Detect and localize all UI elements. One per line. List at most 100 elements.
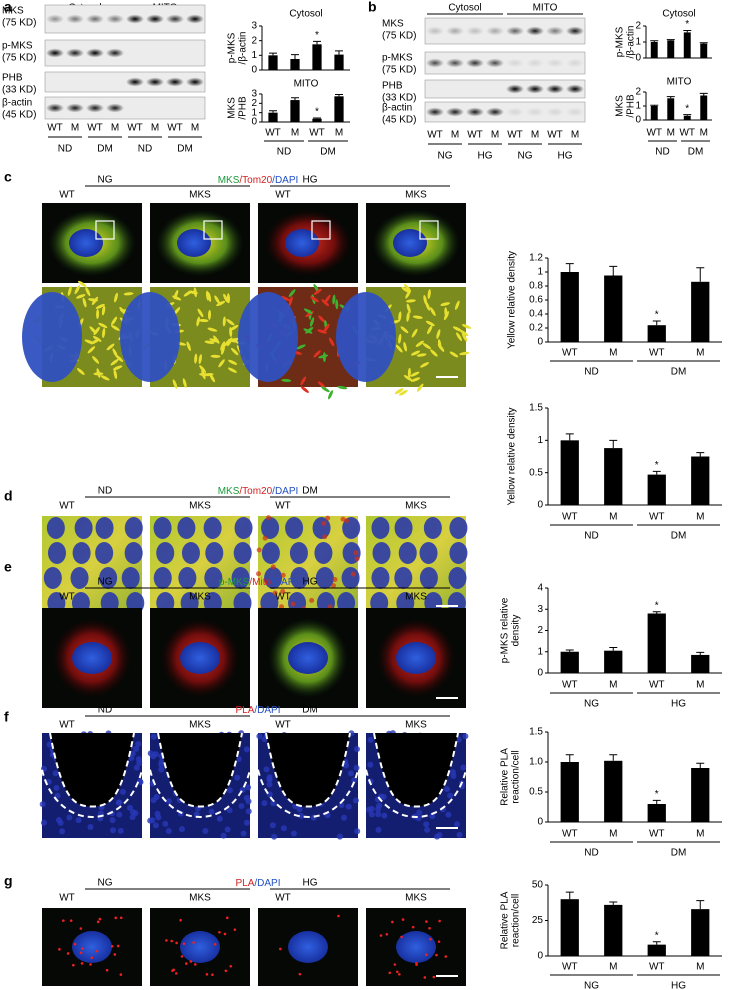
mito bbox=[194, 353, 198, 364]
y-axis-label: MKS bbox=[615, 95, 626, 117]
pla-dot bbox=[438, 919, 441, 923]
bar bbox=[647, 944, 666, 956]
dapi-nucleus bbox=[368, 811, 375, 818]
lane-label: WT bbox=[467, 130, 483, 141]
nucleus bbox=[153, 517, 172, 539]
dapi-nucleus bbox=[216, 815, 223, 822]
bar bbox=[604, 904, 623, 956]
mito bbox=[207, 327, 218, 332]
dapi-nucleus bbox=[240, 830, 247, 837]
nucleus bbox=[234, 517, 253, 539]
group-label: DM bbox=[671, 531, 687, 542]
nucleus bbox=[204, 567, 223, 589]
pla-dot bbox=[193, 963, 197, 966]
blot-band bbox=[66, 48, 84, 58]
mito bbox=[398, 389, 408, 396]
row-label: PHB bbox=[382, 81, 403, 92]
y-tick-label: 25 bbox=[532, 915, 544, 926]
y-tick-label: 0 bbox=[537, 337, 543, 348]
mito bbox=[406, 303, 411, 314]
x-tick-label: M bbox=[609, 680, 617, 691]
mito bbox=[223, 338, 231, 347]
mito bbox=[406, 311, 410, 322]
group-label: HG bbox=[671, 981, 686, 990]
roi-box bbox=[311, 220, 331, 240]
group-label: HG bbox=[478, 151, 493, 162]
dapi-nucleus bbox=[87, 823, 94, 830]
error-bar bbox=[565, 891, 574, 900]
dapi-nucleus bbox=[135, 756, 142, 763]
pla-dot bbox=[189, 960, 193, 963]
blot-strip bbox=[44, 71, 206, 93]
mito bbox=[281, 378, 292, 382]
dapi-nucleus bbox=[336, 833, 343, 840]
mito bbox=[208, 309, 212, 320]
column-label: WT bbox=[275, 893, 291, 904]
dapi-nucleus bbox=[381, 812, 388, 819]
mito bbox=[209, 373, 216, 383]
mito bbox=[204, 340, 215, 344]
y-tick-label: 2 bbox=[537, 625, 543, 636]
blot-band bbox=[426, 58, 444, 68]
mito bbox=[401, 286, 411, 293]
stain-part: /Tom20 bbox=[239, 486, 272, 497]
dapi-nucleus bbox=[66, 814, 73, 821]
bar bbox=[604, 275, 623, 342]
chart-title: Cytosol bbox=[289, 9, 322, 20]
nucleus bbox=[72, 642, 112, 674]
group-label: ND bbox=[584, 848, 598, 859]
mito bbox=[412, 315, 423, 319]
blot-band bbox=[106, 103, 124, 113]
group-label: NG bbox=[584, 699, 599, 710]
pla-dot bbox=[165, 939, 168, 942]
group-label: NG bbox=[584, 981, 599, 990]
column-label: MKS bbox=[189, 190, 211, 201]
dapi-nucleus bbox=[220, 832, 227, 839]
red-signal bbox=[262, 535, 268, 541]
column-label: MKS bbox=[405, 720, 427, 731]
pla-dot bbox=[171, 969, 174, 972]
y-axis-label: /β-actin bbox=[626, 26, 637, 59]
mito bbox=[410, 350, 421, 356]
mito bbox=[110, 325, 120, 331]
pla-dot bbox=[58, 948, 61, 951]
stain-label: PLA/DAPI bbox=[235, 705, 280, 716]
blot-band bbox=[526, 58, 544, 68]
mito bbox=[198, 354, 202, 365]
bar bbox=[691, 909, 710, 956]
bar bbox=[691, 654, 710, 673]
dapi-nucleus bbox=[117, 827, 124, 834]
dapi-nucleus bbox=[54, 792, 61, 799]
mito bbox=[296, 344, 306, 350]
nucleus bbox=[285, 229, 319, 257]
annotation: * bbox=[685, 19, 689, 30]
error-bar bbox=[683, 29, 692, 33]
red-signal bbox=[256, 571, 262, 577]
dapi-nucleus bbox=[238, 802, 245, 809]
dapi-nucleus bbox=[235, 755, 242, 762]
y-tick-label: 0.8 bbox=[529, 281, 543, 292]
outline bbox=[149, 769, 251, 818]
group-label: HG bbox=[671, 699, 686, 710]
nucleus bbox=[261, 542, 280, 564]
y-axis-label: reaction/cell bbox=[511, 894, 522, 947]
pla-dot bbox=[175, 941, 178, 945]
mito bbox=[92, 356, 100, 364]
blot-band bbox=[546, 84, 564, 94]
nucleus bbox=[341, 567, 360, 589]
dapi-nucleus bbox=[53, 784, 60, 791]
mito bbox=[197, 308, 204, 318]
pla-dot bbox=[415, 961, 418, 965]
condition-label: DM bbox=[302, 705, 318, 716]
mito bbox=[210, 354, 221, 358]
lane-label: M bbox=[191, 123, 199, 134]
pla-dot bbox=[182, 942, 186, 945]
lumen bbox=[373, 732, 459, 808]
mito bbox=[223, 293, 229, 303]
blot-band bbox=[466, 107, 484, 117]
mito bbox=[437, 339, 442, 349]
column-label: WT bbox=[59, 501, 75, 512]
x-tick-label: M bbox=[609, 829, 617, 840]
column-label: MKS bbox=[189, 893, 211, 904]
y-tick-label: 1 bbox=[635, 101, 641, 112]
